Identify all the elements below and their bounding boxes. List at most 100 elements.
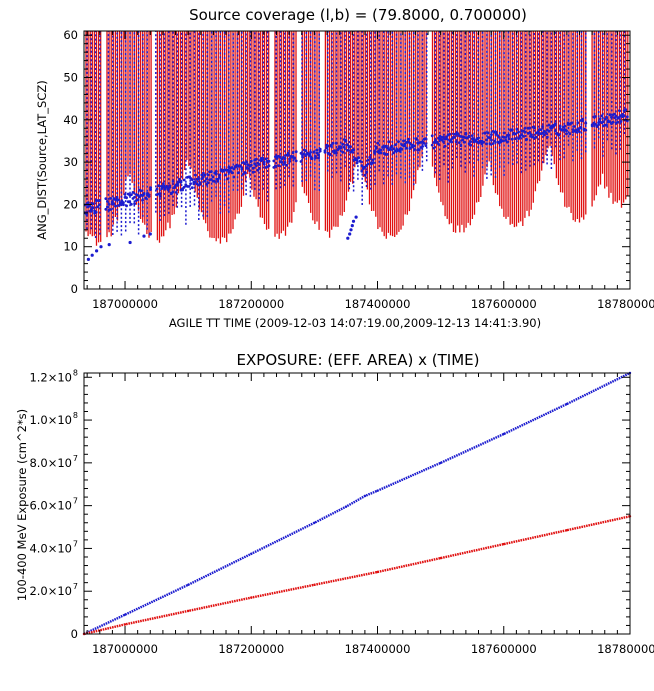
blue-point: [392, 151, 396, 155]
blue-point: [552, 124, 556, 128]
blue-point: [430, 143, 434, 147]
blue-point: [598, 117, 602, 121]
blue-point: [213, 180, 217, 183]
blue-point: [98, 203, 101, 207]
blue-point: [280, 160, 284, 164]
series-point: [376, 570, 379, 574]
x-tick-label: 187200000: [218, 642, 284, 656]
blue-point: [584, 128, 588, 132]
blue-point: [254, 157, 258, 161]
blue-point: [461, 138, 464, 142]
blue-point: [602, 120, 605, 124]
blue-point: [342, 145, 346, 149]
blue-point: [194, 180, 197, 184]
bottom-chart-title: EXPOSURE: (EFF. AREA) x (TIME): [237, 351, 480, 369]
blue-point: [597, 123, 600, 126]
blue-point: [261, 158, 264, 162]
blue-point: [130, 202, 133, 206]
blue-point: [318, 147, 322, 151]
blue-point: [176, 183, 180, 187]
series-point: [502, 542, 505, 546]
blue-point: [616, 120, 620, 124]
y-tick-label: 74.0×10: [29, 539, 78, 555]
blue-point: [493, 139, 496, 143]
blue-point: [422, 142, 426, 145]
blue-point: [171, 180, 175, 183]
blue-point: [210, 170, 213, 174]
blue-point: [557, 133, 560, 137]
blue-point: [576, 121, 580, 125]
blue-point: [346, 143, 349, 147]
blue-point: [125, 196, 128, 200]
blue-point: [573, 125, 576, 128]
blue-point: [515, 127, 519, 131]
blue-point: [283, 160, 287, 164]
y-tick-label: 81.0×10: [29, 411, 78, 427]
blue-point: [341, 142, 344, 146]
blue-point: [350, 224, 354, 228]
blue-point: [462, 135, 466, 139]
blue-point: [400, 147, 404, 151]
blue-point: [486, 131, 490, 135]
blue-point: [346, 236, 350, 240]
blue-point: [546, 135, 549, 139]
blue-point: [149, 188, 153, 192]
blue-point: [554, 122, 557, 126]
blue-point: [90, 209, 93, 213]
blue-point: [294, 159, 298, 163]
red-exposure-series: [82, 515, 632, 636]
blue-point: [194, 173, 197, 177]
y-tick-mantissa: 4.0×10: [29, 541, 72, 555]
blue-point: [86, 201, 90, 205]
blue-point: [301, 155, 304, 159]
blue-point: [148, 232, 152, 236]
blue-point: [206, 181, 210, 185]
blue-point: [522, 135, 525, 138]
blue-point: [226, 177, 229, 181]
blue-point: [355, 161, 359, 165]
blue-point: [462, 140, 466, 144]
x-tick-label: 187400000: [345, 642, 411, 656]
y-tick-exponent: 7: [73, 497, 78, 506]
blue-point: [558, 124, 562, 128]
blue-point: [325, 146, 328, 150]
blue-point: [507, 133, 511, 137]
y-tick-label: 0: [71, 282, 78, 296]
blue-point: [331, 141, 335, 145]
blue-point: [504, 138, 508, 142]
blue-point: [214, 170, 218, 173]
blue-point: [203, 173, 207, 177]
blue-point: [373, 149, 376, 153]
blue-point: [530, 133, 533, 137]
blue-point: [200, 173, 204, 177]
blue-point: [218, 176, 221, 179]
y-tick-mantissa: 1.2×10: [29, 370, 72, 384]
blue-point: [198, 182, 202, 186]
blue-point: [517, 130, 520, 134]
blue-point: [237, 171, 241, 175]
blue-point: [112, 202, 116, 206]
blue-point: [149, 186, 153, 190]
blue-point: [469, 140, 472, 144]
blue-point: [413, 148, 416, 151]
blue-point: [133, 195, 137, 199]
blue-point: [392, 147, 396, 151]
blue-point: [310, 156, 314, 160]
blue-point: [424, 137, 428, 141]
y-tick-mantissa: 0: [71, 627, 78, 641]
blue-point: [147, 193, 151, 197]
blue-point: [139, 189, 143, 193]
blue-point: [341, 150, 344, 154]
blue-point: [477, 136, 480, 140]
blue-point: [464, 132, 468, 136]
blue-point: [498, 136, 501, 139]
blue-point: [603, 117, 607, 121]
blue-point: [317, 156, 320, 160]
blue-point: [456, 132, 460, 136]
x-tick-label: 187600000: [471, 297, 537, 311]
blue-point: [96, 205, 100, 209]
blue-point: [542, 133, 546, 137]
blue-point: [114, 204, 117, 208]
blue-point: [450, 140, 453, 144]
